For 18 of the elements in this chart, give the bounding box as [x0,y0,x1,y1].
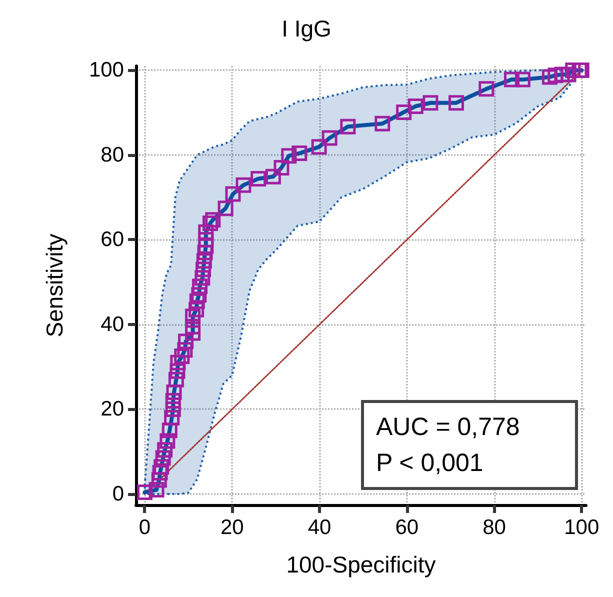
y-axis-title: Sensitivity [42,233,68,338]
annotation: P < 0,001 [376,448,484,479]
y-tick-label: 100 [88,58,124,82]
x-tick-label: 80 [482,516,506,539]
x-tick-label: 60 [395,516,419,539]
chart-title: I IgG [282,16,332,42]
x-tick-label: 20 [220,516,244,539]
annotation: AUC = 0,778 [376,412,521,443]
y-tick-label: 60 [100,228,124,252]
y-tick-label: 20 [100,398,124,421]
y-tick-label: 40 [100,312,124,336]
y-tick-label: 80 [100,143,124,166]
x-tick-label: 0 [138,516,151,539]
x-tick-label: 100 [564,516,600,539]
y-tick-label: 0 [112,482,124,506]
annotation-box: AUC = 0,778 P < 0,001 [361,400,578,490]
x-axis-title: 100-Specificity [286,552,436,578]
x-tick-label: 40 [308,516,332,539]
